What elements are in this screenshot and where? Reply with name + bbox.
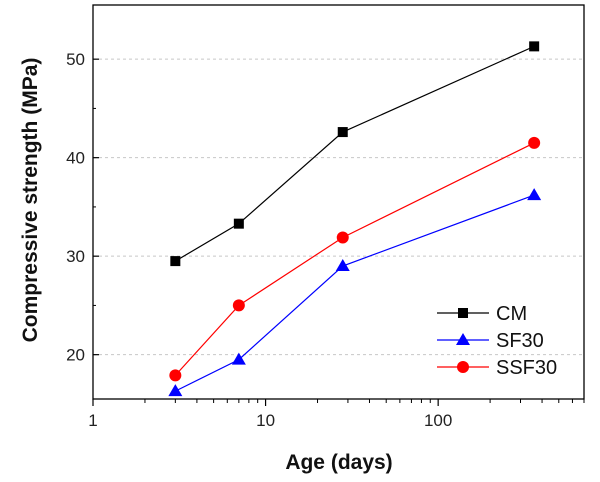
legend-label-cm: CM bbox=[496, 303, 527, 325]
y-tick-label: 20 bbox=[66, 346, 85, 365]
plot-frame bbox=[92, 4, 585, 400]
series-line-ssf30 bbox=[174, 142, 535, 376]
x-tick-label: 100 bbox=[424, 411, 452, 430]
data-point-ssf30 bbox=[336, 231, 349, 244]
y-axis-title: Compressive strength (MPa) bbox=[19, 58, 42, 343]
x-tick-label: 1 bbox=[88, 411, 97, 430]
data-point-cm bbox=[529, 41, 540, 52]
grid-layer bbox=[93, 58, 584, 356]
legend-marker-ssf30 bbox=[457, 361, 469, 373]
y-tick-label: 50 bbox=[66, 50, 85, 69]
data-point-ssf30 bbox=[528, 136, 541, 149]
series-line-sf30 bbox=[175, 194, 535, 392]
y-tick-label: 40 bbox=[66, 149, 85, 168]
ticks-layer: 20 30 40 50 1 10 100 bbox=[66, 50, 585, 430]
data-point-sf30 bbox=[335, 259, 350, 272]
data-point-cm bbox=[337, 127, 348, 138]
data-point-cm bbox=[233, 218, 244, 229]
data-point-ssf30 bbox=[169, 369, 182, 382]
series-line-cm bbox=[175, 45, 535, 262]
x-axis-title: Age (days) bbox=[285, 451, 392, 474]
data-point-cm bbox=[170, 256, 181, 267]
series-layer bbox=[168, 41, 542, 397]
data-point-sf30 bbox=[527, 188, 542, 201]
data-point-sf30 bbox=[231, 352, 246, 365]
x-tick-label: 10 bbox=[256, 411, 275, 430]
legend-marker-cm bbox=[458, 308, 468, 318]
y-tick-label: 30 bbox=[66, 247, 85, 266]
legend-marker-sf30 bbox=[456, 333, 470, 345]
data-point-ssf30 bbox=[232, 299, 245, 312]
legend-label-sf30: SF30 bbox=[496, 330, 544, 352]
data-point-sf30 bbox=[168, 384, 183, 397]
legend: CM SF30 SSF30 bbox=[437, 303, 557, 379]
legend-label-ssf30: SSF30 bbox=[496, 357, 557, 379]
